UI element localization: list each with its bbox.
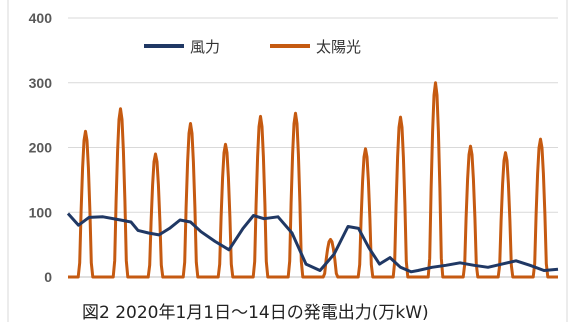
- legend: 風力 太陽光: [144, 38, 361, 56]
- y-axis: 0 100 200 300 400: [29, 10, 53, 285]
- y-tick-label: 200: [29, 140, 53, 156]
- legend-label-solar: 太陽光: [316, 38, 361, 56]
- y-tick-label: 300: [29, 75, 53, 91]
- y-tick-label: 100: [29, 204, 53, 220]
- chart-caption: 図2 2020年1月1日～14日の発電出力(万kW): [82, 303, 429, 322]
- y-tick-label: 0: [44, 269, 52, 285]
- series-line-wind: [66, 212, 559, 274]
- y-tick-label: 400: [29, 10, 53, 26]
- series-group: [66, 81, 559, 279]
- legend-label-wind: 風力: [190, 38, 220, 56]
